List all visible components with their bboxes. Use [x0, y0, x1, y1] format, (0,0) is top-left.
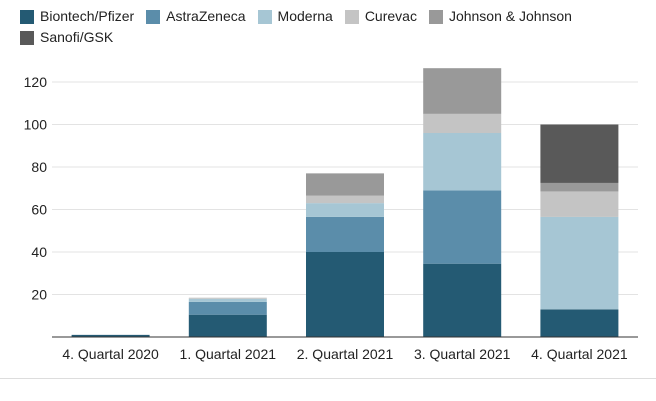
bar-biontech-pfizer-2-quartal-2021: [306, 252, 384, 337]
y-tick-label: 40: [31, 244, 47, 260]
legend-item-curevac: Curevac: [344, 6, 417, 27]
bar-sanofi-gsk-4-quartal-2021: [540, 124, 619, 183]
legend-swatch: [146, 9, 161, 24]
bar-biontech-pfizer-4-quartal-2021: [540, 309, 619, 337]
bar-curevac-3-quartal-2021: [423, 113, 502, 133]
legend-item-sanofi-gsk: Sanofi/GSK: [20, 27, 113, 48]
x-axis-ticks: 4. Quartal 2020 1. Quartal 2021 2. Quartal…: [62, 346, 628, 362]
legend-item-astrazeneca: AstraZeneca: [146, 6, 246, 27]
bar-johnson-and-johnson-2-quartal-2021: [306, 173, 384, 196]
bar-johnson-and-johnson-4-quartal-2021: [540, 182, 619, 192]
y-tick-label: 60: [31, 202, 47, 218]
legend-label: Moderna: [277, 8, 333, 24]
legend-label: Curevac: [364, 8, 417, 24]
y-tick-label: 100: [24, 117, 48, 133]
x-tick-label: 2. Quartal 2021: [297, 346, 394, 362]
legend-swatch: [344, 9, 359, 24]
legend: Biontech/Pfizer AstraZeneca Moderna Curevac…: [20, 6, 630, 48]
y-axis-ticks: 20 40 60 80 100 120: [24, 74, 48, 303]
bar-moderna-2-quartal-2021: [306, 203, 384, 217]
legend-label: AstraZeneca: [166, 8, 246, 24]
bar-moderna-3-quartal-2021: [423, 133, 502, 191]
legend-label: Johnson & Johnson: [448, 8, 572, 24]
bar-biontech-pfizer-1-quartal-2021: [188, 314, 267, 337]
legend-item-moderna: Moderna: [257, 6, 333, 27]
bar-biontech-pfizer-4-quartal-2020: [71, 334, 150, 337]
bar-moderna-4-quartal-2021: [540, 216, 619, 310]
bar-astrazeneca-3-quartal-2021: [423, 190, 502, 264]
bar-curevac-2-quartal-2021: [306, 195, 384, 204]
legend-swatch: [20, 9, 34, 24]
legend-item-johnson-and-johnson: Johnson & Johnson: [428, 6, 572, 27]
x-tick-label: 4. Quartal 2021: [531, 346, 628, 362]
bar-johnson-and-johnson-3-quartal-2021: [423, 68, 502, 114]
y-tick-label: 20: [31, 287, 47, 303]
y-tick-label: 80: [31, 159, 47, 175]
legend-swatch: [428, 9, 443, 24]
bar-astrazeneca-1-quartal-2021: [188, 301, 267, 315]
x-tick-label: 1. Quartal 2021: [180, 346, 277, 362]
x-tick-label: 4. Quartal 2020: [62, 346, 159, 362]
legend-swatch: [257, 9, 272, 24]
bar-astrazeneca-2-quartal-2021: [306, 216, 384, 252]
legend-label: Sanofi/GSK: [40, 29, 114, 45]
bar-biontech-pfizer-3-quartal-2021: [423, 263, 502, 337]
bar-moderna-1-quartal-2021: [188, 298, 267, 302]
bar-curevac-4-quartal-2021: [540, 191, 619, 217]
y-tick-label: 120: [24, 74, 48, 90]
bars: [71, 68, 619, 337]
bottom-divider: [0, 378, 656, 379]
legend-item-biontech-pfizer: Biontech/Pfizer: [20, 6, 134, 27]
legend-label: Biontech/Pfizer: [40, 8, 135, 24]
bar-curevac-1-quartal-2021: [188, 297, 267, 299]
legend-swatch: [20, 30, 34, 45]
x-tick-label: 3. Quartal 2021: [414, 346, 511, 362]
